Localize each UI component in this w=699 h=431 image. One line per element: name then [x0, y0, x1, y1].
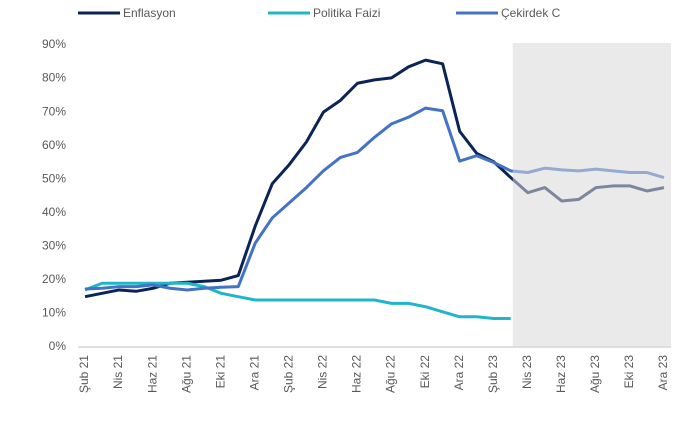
legend-label: Çekirdek C [501, 6, 561, 20]
y-tick-label: 60% [42, 138, 66, 152]
x-tick-label: Eki 21 [213, 355, 227, 389]
x-tick-label: Şub 21 [77, 355, 91, 393]
x-tick-label: Nis 22 [316, 355, 330, 389]
x-tick-label: Ağu 22 [384, 355, 398, 393]
x-tick-label: Nis 23 [520, 355, 534, 389]
x-tick-label: Eki 23 [622, 355, 636, 389]
x-tick-label: Haz 23 [554, 355, 568, 393]
x-tick-label: Şub 22 [282, 355, 296, 393]
y-tick-label: 40% [42, 205, 66, 219]
y-tick-label: 10% [42, 306, 66, 320]
x-tick-label: Haz 22 [350, 355, 364, 393]
x-tick-label: Şub 23 [486, 355, 500, 393]
x-tick-label: Ağu 21 [179, 355, 193, 393]
y-tick-label: 30% [42, 239, 66, 253]
x-tick-label: Nis 21 [111, 355, 125, 389]
y-tick-label: 20% [42, 272, 66, 286]
x-tick-label: Ara 22 [452, 355, 466, 391]
y-tick-label: 50% [42, 171, 66, 185]
legend-label: Politika Faizi [313, 6, 380, 20]
legend-label: Enflasyon [123, 6, 176, 20]
x-tick-label: Ağu 23 [588, 355, 602, 393]
x-tick-label: Eki 22 [418, 355, 432, 389]
x-tick-label: Haz 21 [145, 355, 159, 393]
series-line [84, 281, 511, 320]
y-tick-label: 0% [49, 339, 67, 353]
forecast-shade [512, 43, 671, 347]
y-tick-label: 80% [42, 71, 66, 85]
x-tick-label: Ara 23 [656, 355, 670, 391]
y-tick-label: 90% [42, 37, 66, 51]
x-tick-label: Ara 21 [247, 355, 261, 391]
y-tick-label: 70% [42, 104, 66, 118]
